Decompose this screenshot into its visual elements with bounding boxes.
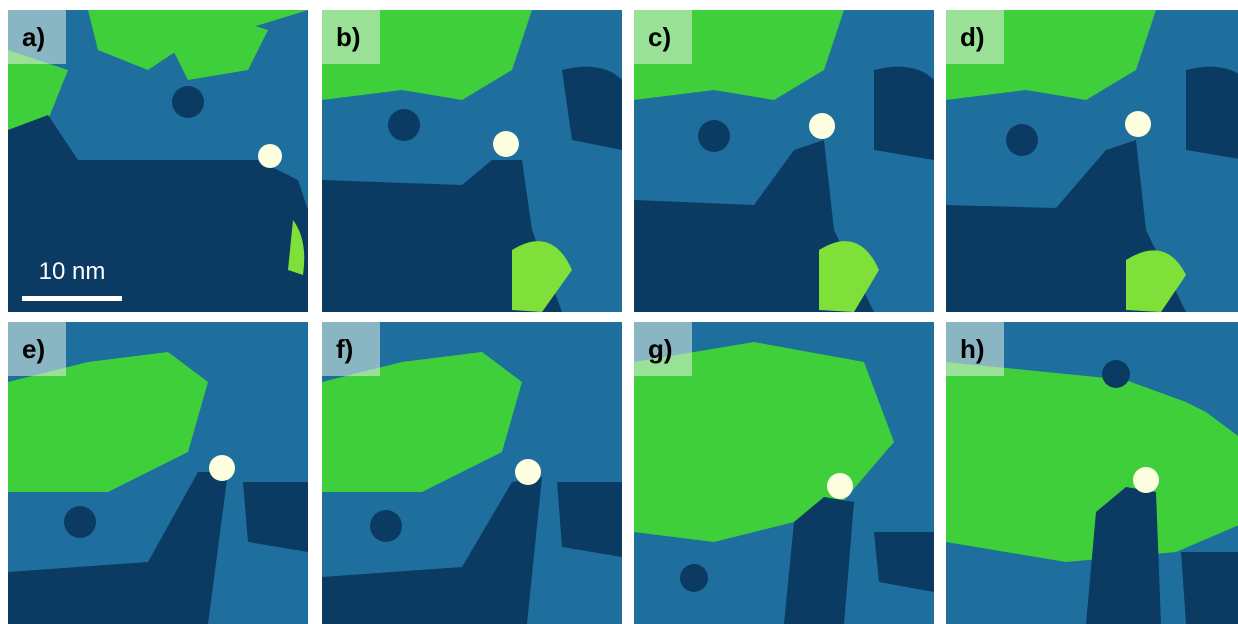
panel-label: d) xyxy=(946,10,1004,64)
panel-e: e) xyxy=(8,322,308,624)
panel-label: a) xyxy=(8,10,66,64)
panel-d: d) xyxy=(946,10,1238,312)
panel-label: g) xyxy=(634,322,692,376)
panel-a: a) 10 nm xyxy=(8,10,308,312)
micrograph-e xyxy=(8,322,308,624)
panel-label: b) xyxy=(322,10,380,64)
panel-label: c) xyxy=(634,10,692,64)
panel-label: f) xyxy=(322,322,380,376)
scale-bar: 10 nm xyxy=(22,258,122,306)
micrograph-g xyxy=(634,322,934,624)
scale-bar-label: 10 nm xyxy=(38,258,106,285)
panel-label: e) xyxy=(8,322,66,376)
micrograph-h xyxy=(946,322,1238,624)
micrograph-a xyxy=(8,10,308,312)
panel-f: f) xyxy=(322,322,622,624)
scale-bar-line xyxy=(22,296,122,301)
panel-c: c) xyxy=(634,10,934,312)
panel-h: h) xyxy=(946,322,1238,624)
panel-g: g) xyxy=(634,322,934,624)
panel-label: h) xyxy=(946,322,1004,376)
panel-b: b) xyxy=(322,10,622,312)
